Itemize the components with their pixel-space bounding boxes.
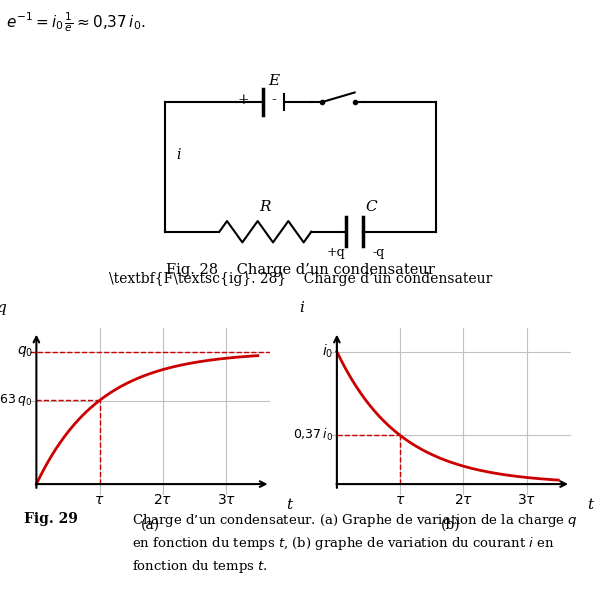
Text: +q: +q xyxy=(326,246,345,259)
Text: $q_0$: $q_0$ xyxy=(17,344,33,359)
Text: $\tau$: $\tau$ xyxy=(94,493,105,507)
Text: $0{,}37\, i_0$: $0{,}37\, i_0$ xyxy=(293,427,334,443)
Text: $3\tau$: $3\tau$ xyxy=(517,493,536,507)
Text: t: t xyxy=(287,498,293,512)
Text: $2\tau$: $2\tau$ xyxy=(153,493,172,507)
Text: $2\tau$: $2\tau$ xyxy=(454,493,473,507)
Text: (a): (a) xyxy=(141,518,160,532)
Text: R: R xyxy=(260,200,271,214)
Text: C: C xyxy=(365,200,377,214)
Text: Fig. 29: Fig. 29 xyxy=(24,512,78,526)
Text: $\tau$: $\tau$ xyxy=(395,493,405,507)
Text: q: q xyxy=(0,301,6,315)
Text: $e^{-1} = i_0\,\frac{1}{e} \approx 0{,}37\,i_0.$: $e^{-1} = i_0\,\frac{1}{e} \approx 0{,}3… xyxy=(6,11,145,34)
Text: -q: -q xyxy=(373,246,385,259)
Text: Fig. 28    Charge d’un condensateur: Fig. 28 Charge d’un condensateur xyxy=(166,263,435,277)
Text: $i_0$: $i_0$ xyxy=(322,343,334,361)
Text: i: i xyxy=(177,148,181,163)
Text: Charge d’un condensateur. (a) Graphe de variation de la charge $q$
en fonction d: Charge d’un condensateur. (a) Graphe de … xyxy=(132,512,578,575)
Text: $0{,}63\, q_0$: $0{,}63\, q_0$ xyxy=(0,392,33,408)
Text: t: t xyxy=(587,498,593,512)
Text: E: E xyxy=(268,74,279,88)
Text: +: + xyxy=(238,93,249,107)
Text: \textbf{F\textsc{ig}. 28}    Charge d’un condensateur: \textbf{F\textsc{ig}. 28} Charge d’un co… xyxy=(109,272,492,285)
Text: $3\tau$: $3\tau$ xyxy=(216,493,236,507)
Text: -: - xyxy=(271,93,276,107)
Text: i: i xyxy=(299,301,304,315)
Text: (b): (b) xyxy=(441,518,460,532)
